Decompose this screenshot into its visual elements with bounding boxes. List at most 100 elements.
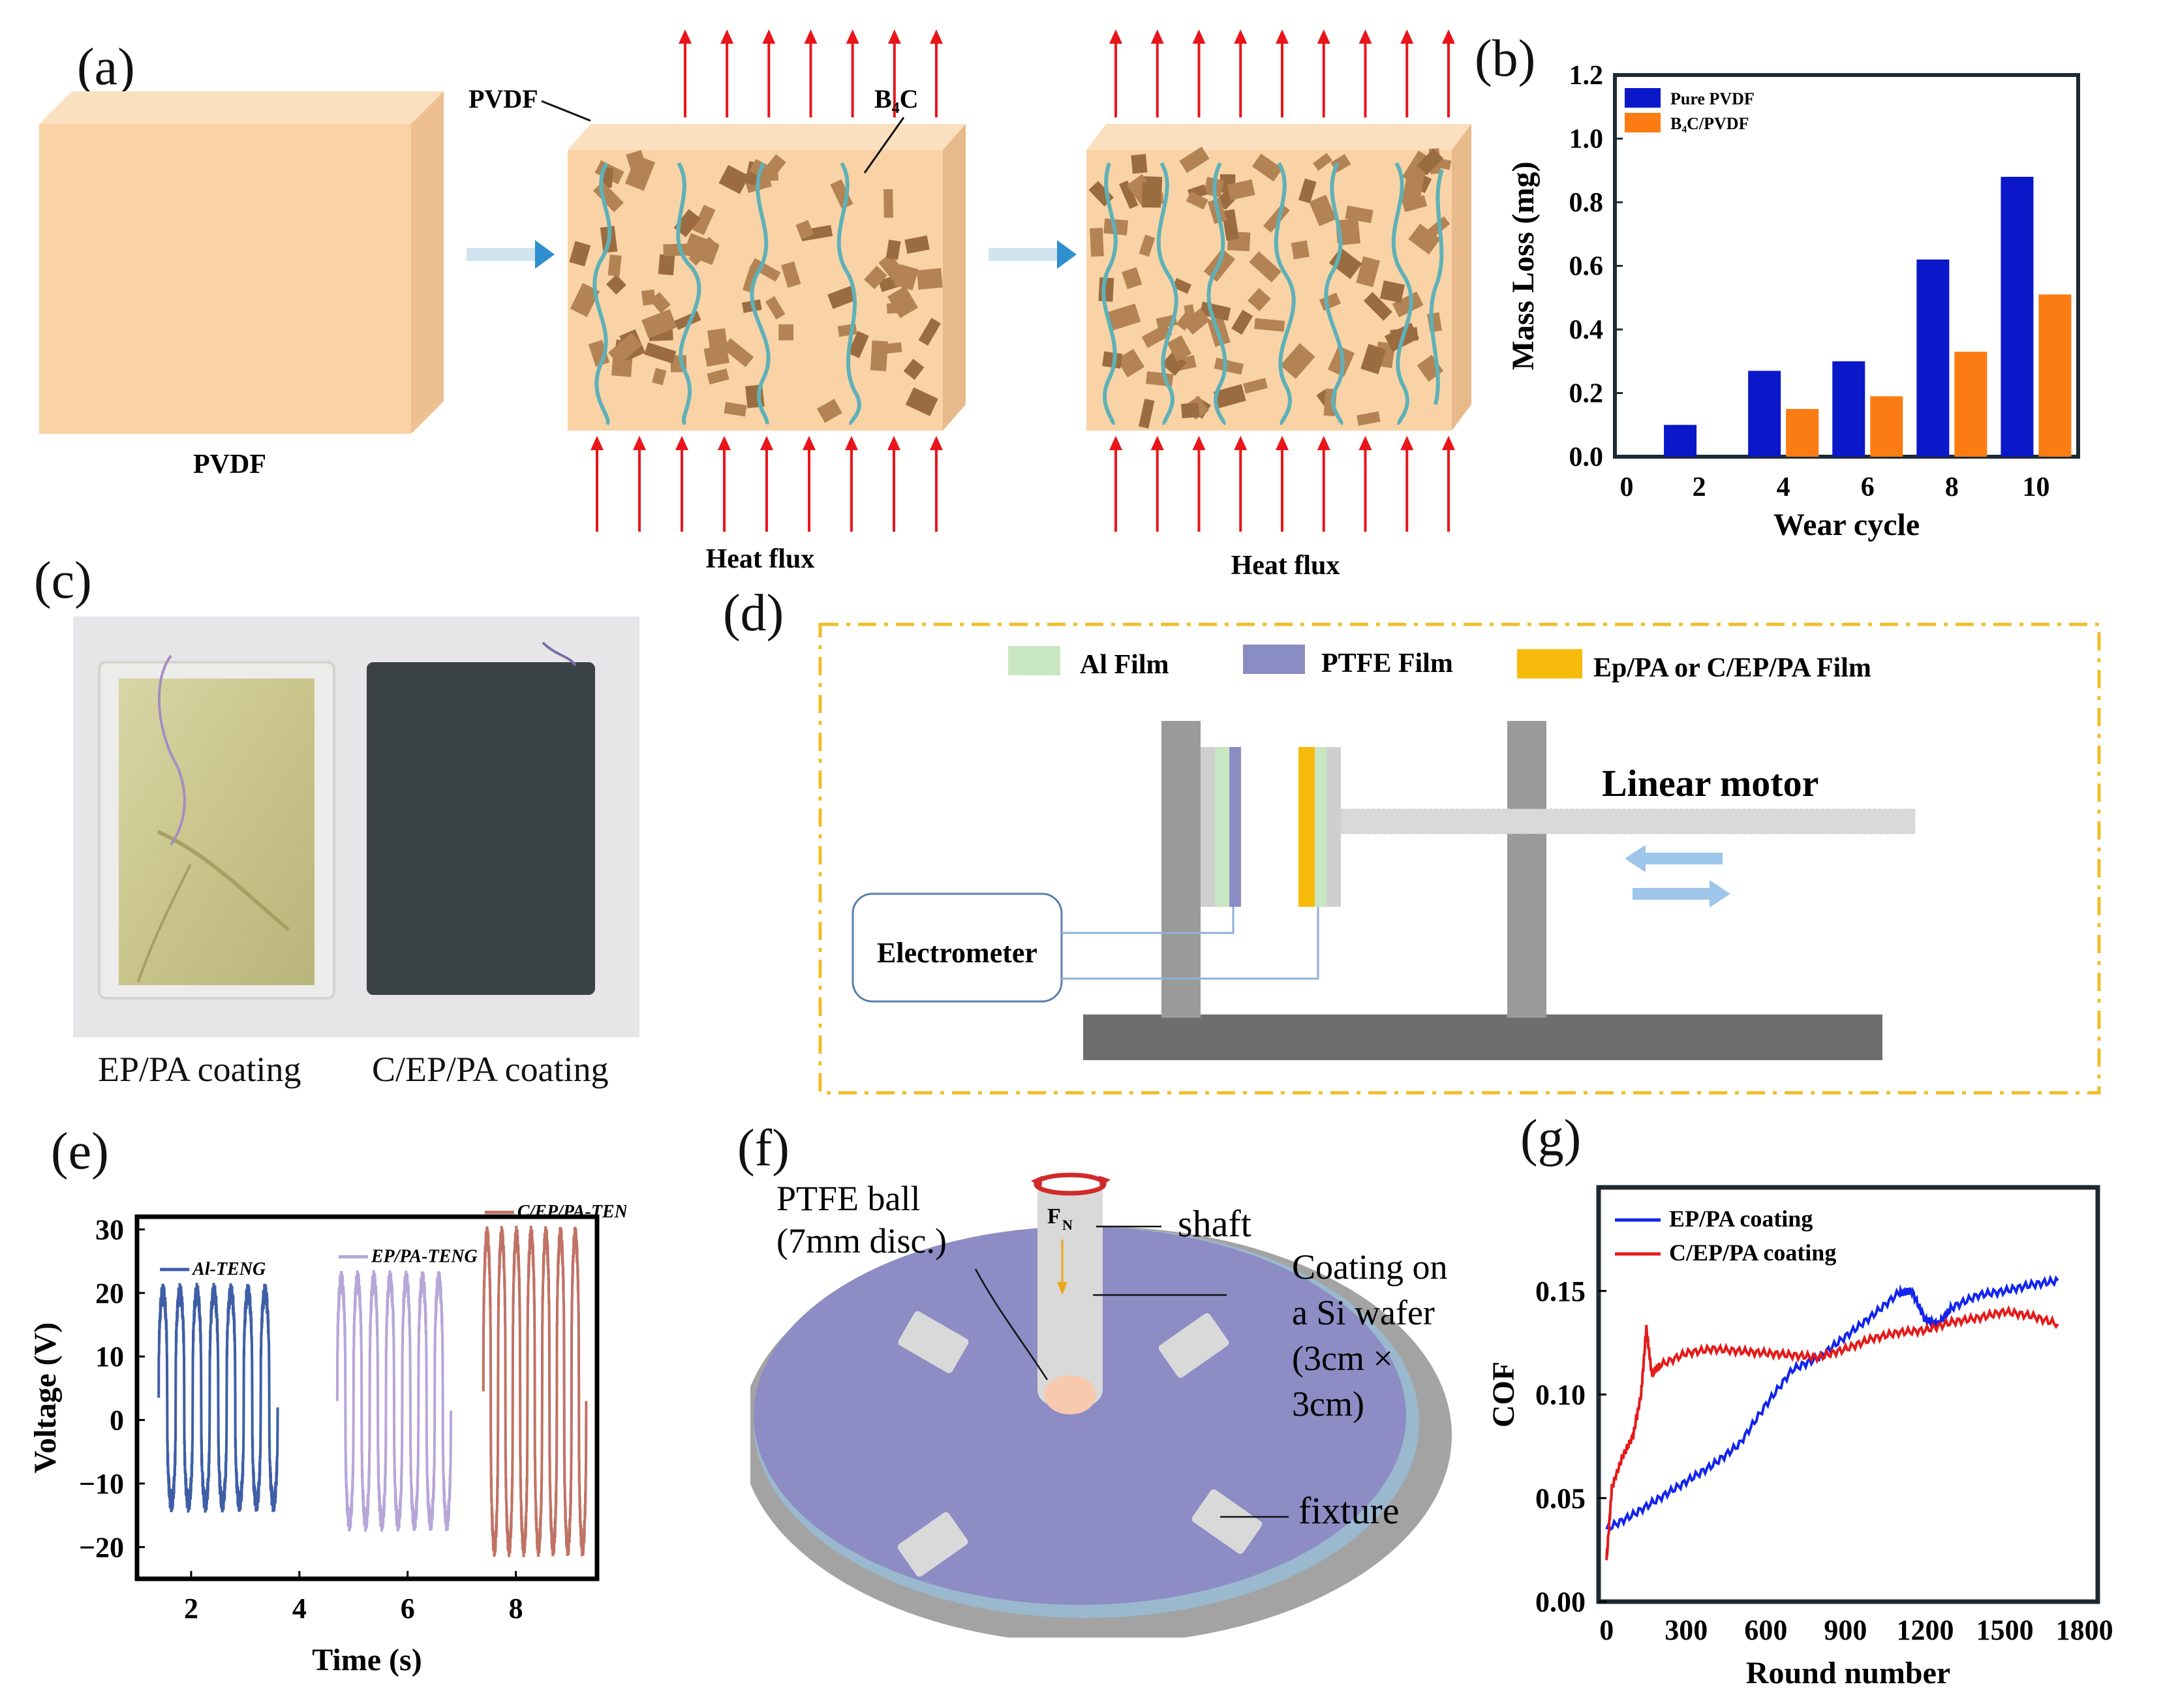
panel-g-cof-chart: 0.00 0.05 0.10 0.15 0 300 600 900 1200 1500 1800 Ro…	[1486, 1185, 2113, 1690]
legend-swatch-ep	[1517, 649, 1582, 679]
series-label: C/EP/PA-TENG	[517, 1202, 626, 1222]
b4c-particle	[707, 368, 729, 385]
b4c-particle	[607, 254, 622, 277]
legend-ep: Ep/PA or C/EP/PA Film	[1593, 653, 1871, 683]
x-tick-label: 6	[1861, 472, 1875, 502]
y-tick-label: 10	[95, 1341, 124, 1373]
heat-arrowhead	[720, 29, 734, 44]
heat-arrowhead	[1442, 29, 1455, 44]
b4c-particle	[1214, 358, 1244, 375]
b4c-particle	[903, 358, 925, 380]
b4c-particle	[1251, 153, 1283, 182]
linear-rod	[1341, 809, 1915, 834]
dashed-frame	[818, 622, 2101, 1095]
flow-arrow-2	[989, 240, 1077, 269]
b4c-particle	[905, 387, 938, 416]
ep-pa-coating-sample	[119, 679, 314, 985]
legend-label: Pure PVDF	[1670, 89, 1755, 108]
shaft	[1037, 1191, 1103, 1409]
heat-arrowhead	[930, 29, 943, 44]
moving-ep-film	[1298, 747, 1315, 907]
b4c-particle	[1138, 399, 1155, 429]
b4c-particle	[624, 155, 656, 191]
heat-arrowhead	[845, 436, 858, 450]
x-tick-label: 0	[1620, 472, 1634, 502]
b4c-particle	[778, 324, 794, 341]
b4c-particle	[1249, 251, 1281, 282]
b4c-particle	[652, 367, 667, 386]
wire-1	[1062, 907, 1235, 934]
heat-arrowhead	[887, 29, 901, 44]
b4c-particle	[916, 267, 943, 290]
b4c-particle	[1408, 223, 1441, 255]
b4c-particle	[1363, 292, 1392, 321]
x-tick-label: 8	[1945, 472, 1959, 502]
wire-2	[1062, 907, 1319, 980]
fixed-ptfe-film	[1229, 747, 1241, 907]
x-tick-label: 2	[184, 1593, 198, 1624]
b4c-particle	[742, 266, 759, 293]
b4c-particle	[1402, 175, 1424, 205]
force-arrow	[1057, 1282, 1067, 1295]
panel-a-schematic: PVDF	[39, 29, 1471, 581]
heat-arrowhead	[1192, 436, 1206, 450]
y-tick-label: 0.2	[1569, 379, 1604, 409]
heat-flux-arrows-top-2	[1109, 29, 1455, 117]
b4c-particle	[1360, 344, 1387, 374]
heat-arrowhead	[760, 436, 773, 450]
y-axis-title: Voltage (V)	[28, 1322, 63, 1474]
b4c-particle	[1345, 205, 1373, 224]
b4c-particle	[760, 166, 779, 181]
panel-label-c: (c)	[34, 552, 92, 609]
b4c-particle	[626, 149, 647, 171]
x-tick-label: 6	[401, 1593, 415, 1624]
caption-c-ep-pa: C/EP/PA coating	[372, 1050, 609, 1089]
b4c-particle	[1379, 280, 1405, 303]
b4c-particle	[724, 402, 747, 417]
b4c-particle	[904, 235, 930, 254]
b4c-pointer-line	[863, 117, 905, 174]
b4c-particle	[827, 286, 856, 309]
b4c-particle	[1243, 378, 1268, 394]
right-support	[1507, 721, 1546, 1018]
coating-label-line4: 3cm)	[1292, 1384, 1364, 1424]
series-label: EP/PA-TENG	[371, 1246, 478, 1266]
x-tick-label: 600	[1744, 1614, 1787, 1646]
y-tick-label: 30	[95, 1213, 124, 1245]
legend-label: B₄C/PVDF	[1670, 114, 1749, 133]
electrometer-label: Electrometer	[877, 937, 1037, 969]
heat-flux-arrows-bottom-1	[591, 436, 943, 532]
b4c-particle	[1356, 256, 1380, 288]
b4c-particle	[918, 318, 942, 346]
y-tick-label: 1.2	[1569, 61, 1604, 91]
b4c-particle	[658, 254, 675, 276]
y-tick-label: −10	[79, 1468, 124, 1500]
heat-arrowhead	[762, 29, 776, 44]
x-tick-label: 1800	[2056, 1614, 2113, 1646]
b4c-particle	[1312, 153, 1332, 171]
electrometer-box	[851, 892, 1063, 1003]
heat-arrowhead	[1234, 29, 1248, 44]
series-ep-pa-coating	[1605, 1274, 2059, 1532]
b4c-particle	[1319, 292, 1342, 311]
y-tick-label: 0.4	[1569, 315, 1604, 345]
bar-pure-pvdf-6	[1832, 361, 1865, 457]
lead-wire-right	[542, 641, 577, 667]
left-support	[1161, 721, 1201, 1018]
panel-b-bar-chart: 0.0 0.2 0.4 0.6 0.8 1.0 1.2 0 2 4 6 8 10 Wear cycle Ma…	[1506, 61, 2080, 542]
heat-arrowhead	[1109, 436, 1122, 450]
bar-b4c-pvdf-10	[2038, 294, 2072, 457]
b4c-particle	[750, 258, 781, 282]
base-plate	[1083, 1014, 1882, 1060]
y-tick-label: 0.10	[1535, 1379, 1586, 1411]
conductive-chains-1	[592, 162, 861, 426]
heat-arrowhead	[1109, 29, 1122, 44]
ball-label-line2: (7mm disc.)	[776, 1221, 947, 1260]
legend-label: EP/PA coating	[1669, 1206, 1813, 1232]
b4c-particle	[1090, 228, 1104, 257]
heat-arrowhead	[930, 436, 943, 450]
x-axis-title: Round number	[1746, 1656, 1950, 1690]
b4c-particle	[1105, 303, 1141, 331]
b4c-particle	[816, 399, 842, 423]
bar-pure-pvdf-8	[1916, 259, 1950, 457]
